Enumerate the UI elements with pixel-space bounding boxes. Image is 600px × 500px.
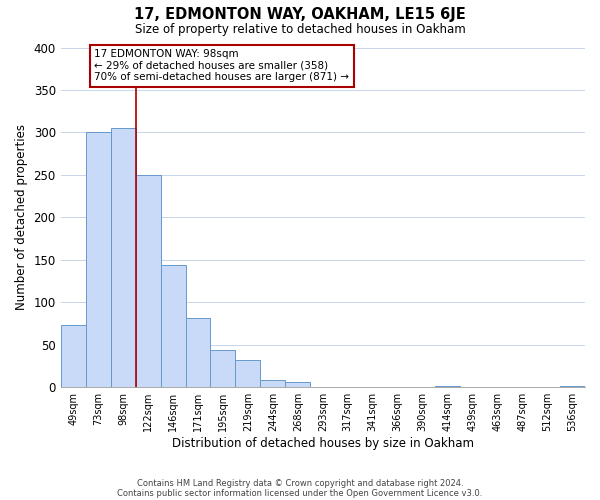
Bar	[435, 386, 460, 387]
Text: Size of property relative to detached houses in Oakham: Size of property relative to detached ho…	[134, 22, 466, 36]
Bar	[560, 386, 585, 387]
Bar	[185, 318, 211, 387]
Bar	[260, 380, 286, 387]
Bar	[161, 265, 185, 387]
Bar	[110, 128, 136, 387]
Bar	[136, 175, 161, 387]
Bar	[211, 350, 235, 387]
Bar	[86, 132, 110, 387]
Text: Contains HM Land Registry data © Crown copyright and database right 2024.: Contains HM Land Registry data © Crown c…	[137, 478, 463, 488]
Bar	[61, 325, 86, 387]
Text: 17 EDMONTON WAY: 98sqm
← 29% of detached houses are smaller (358)
70% of semi-de: 17 EDMONTON WAY: 98sqm ← 29% of detached…	[94, 49, 349, 82]
Y-axis label: Number of detached properties: Number of detached properties	[15, 124, 28, 310]
Bar	[235, 360, 260, 387]
Bar	[286, 382, 310, 387]
X-axis label: Distribution of detached houses by size in Oakham: Distribution of detached houses by size …	[172, 437, 474, 450]
Text: Contains public sector information licensed under the Open Government Licence v3: Contains public sector information licen…	[118, 488, 482, 498]
Text: 17, EDMONTON WAY, OAKHAM, LE15 6JE: 17, EDMONTON WAY, OAKHAM, LE15 6JE	[134, 8, 466, 22]
